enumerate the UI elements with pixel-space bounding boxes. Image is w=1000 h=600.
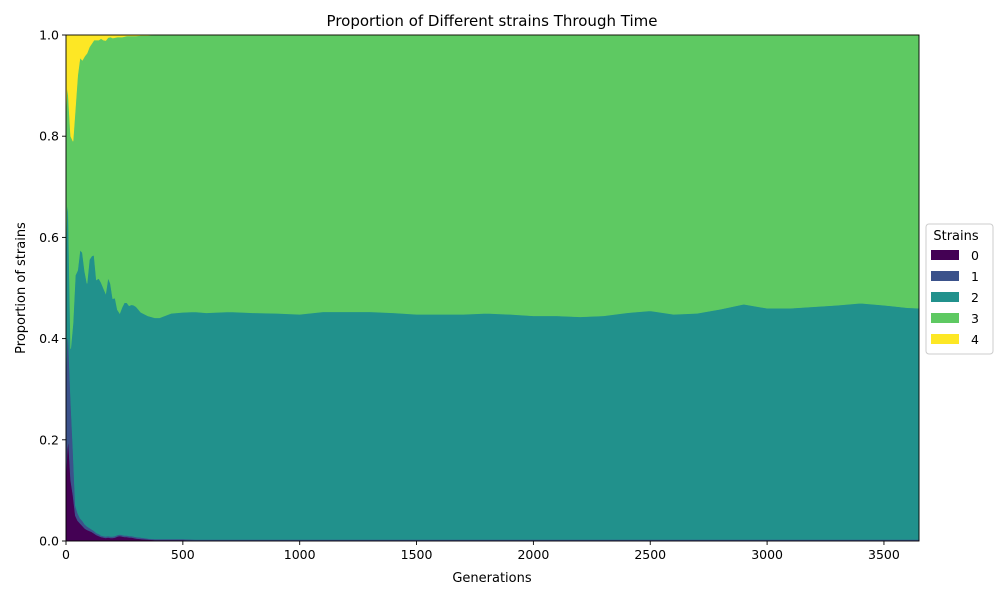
legend-swatch-1 bbox=[931, 271, 959, 281]
x-tick-label: 3000 bbox=[751, 547, 783, 562]
x-tick-label: 3500 bbox=[868, 547, 900, 562]
x-axis: 0 500 1000 1500 2000 2500 3000 3500 bbox=[62, 541, 900, 562]
legend-swatch-0 bbox=[931, 250, 959, 260]
y-tick-label: 0.2 bbox=[39, 432, 59, 447]
legend-label-0: 0 bbox=[971, 248, 979, 263]
legend-label-2: 2 bbox=[971, 290, 979, 305]
area-series-3 bbox=[65, 34, 920, 349]
y-tick-label: 0.8 bbox=[39, 129, 59, 144]
legend-label-3: 3 bbox=[971, 311, 979, 326]
legend-swatch-4 bbox=[931, 334, 959, 344]
y-tick-label: 0.4 bbox=[39, 331, 59, 346]
y-axis-label: Proportion of strains bbox=[14, 222, 29, 354]
plot-frame bbox=[65, 34, 920, 542]
x-tick-label: 2000 bbox=[517, 547, 549, 562]
y-tick-label: 0.0 bbox=[39, 534, 59, 549]
x-axis-label: Generations bbox=[452, 571, 532, 586]
x-tick-label: 0 bbox=[62, 547, 70, 562]
legend-label-4: 4 bbox=[971, 332, 979, 347]
x-tick-label: 500 bbox=[171, 547, 195, 562]
legend-label-1: 1 bbox=[971, 269, 979, 284]
x-tick-label: 1000 bbox=[284, 547, 316, 562]
y-axis: 0.0 0.2 0.4 0.6 0.8 1.0 bbox=[39, 28, 66, 549]
x-tick-label: 2500 bbox=[634, 547, 666, 562]
y-tick-label: 1.0 bbox=[39, 28, 59, 43]
chart-title: Proportion of Different strains Through … bbox=[327, 12, 658, 30]
x-tick-label: 1500 bbox=[401, 547, 433, 562]
legend-title: Strains bbox=[933, 229, 979, 244]
y-tick-label: 0.6 bbox=[39, 230, 59, 245]
legend: Strains 0 1 2 3 4 bbox=[925, 223, 994, 355]
plot-area bbox=[65, 34, 920, 542]
legend-swatch-2 bbox=[931, 292, 959, 302]
legend-swatch-3 bbox=[931, 313, 959, 323]
